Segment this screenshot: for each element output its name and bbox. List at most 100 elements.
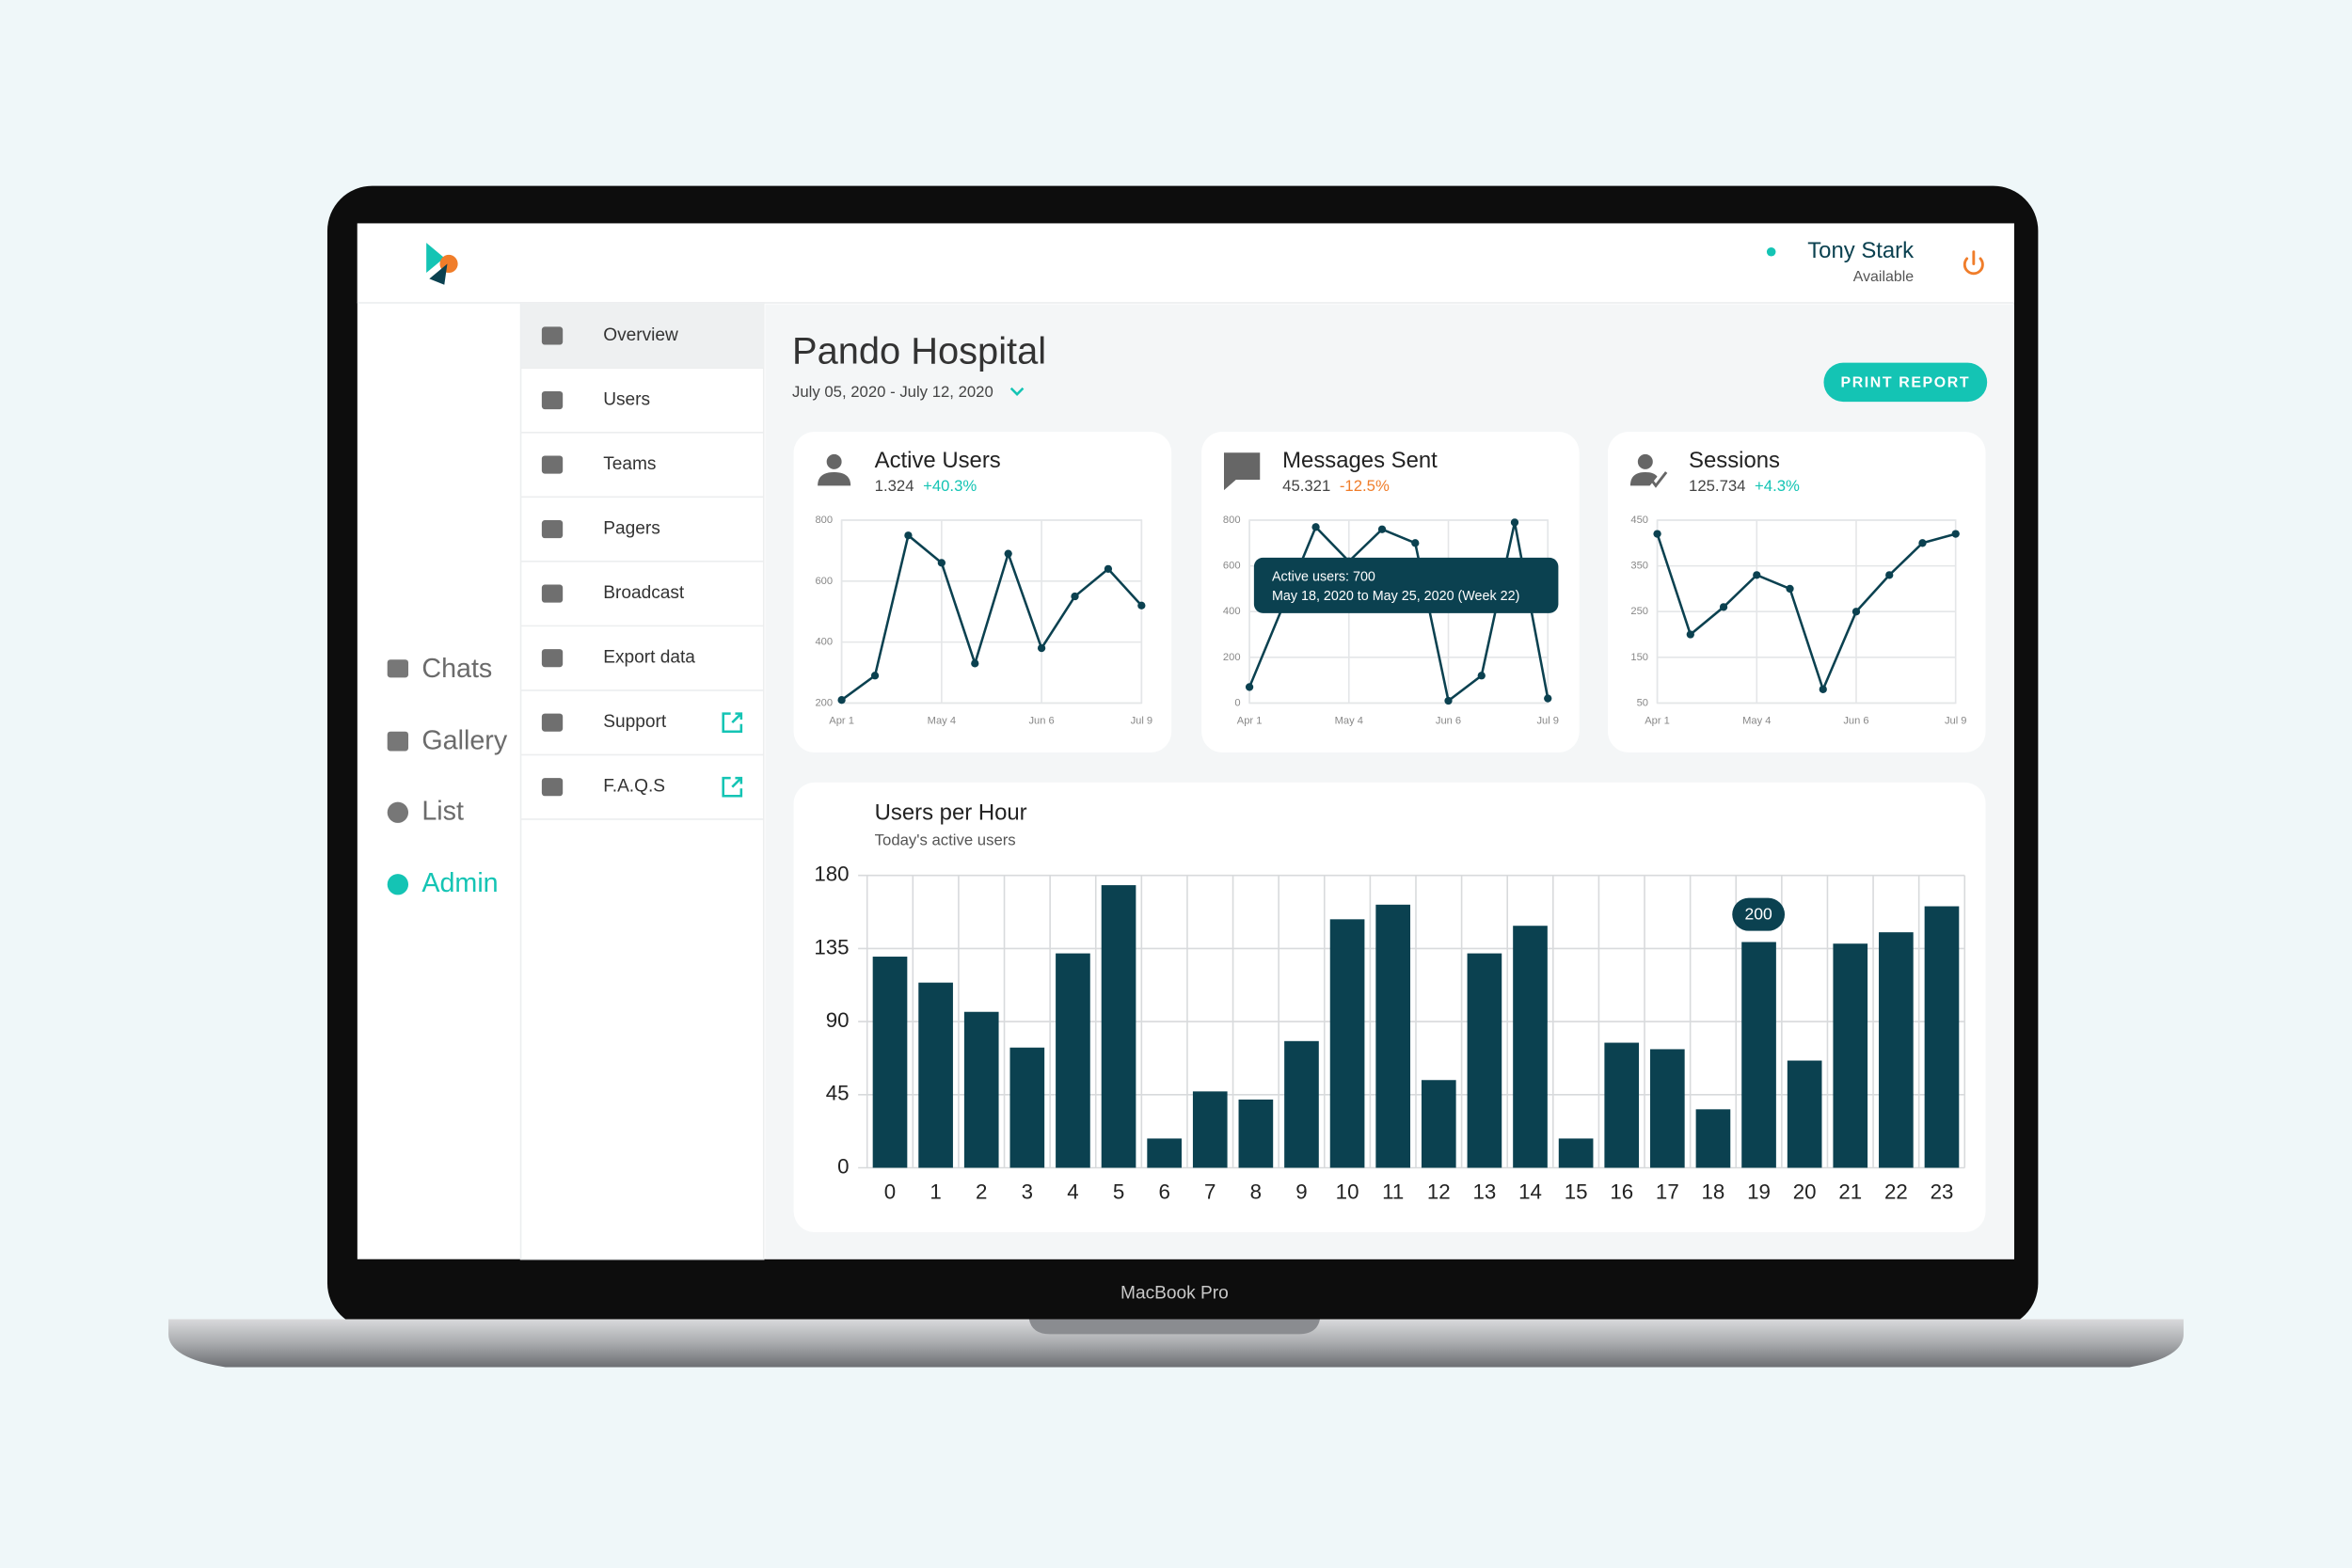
- menu-icon: [541, 649, 564, 668]
- point: [1918, 539, 1927, 547]
- bar: [1056, 953, 1090, 1168]
- bar: [918, 982, 953, 1168]
- bar: [1695, 1109, 1731, 1168]
- bar: [1101, 885, 1136, 1168]
- submenu-items: Overview Users Teams Pagers Broadcast Export …: [520, 325, 764, 820]
- menu-item[interactable]: Users: [603, 390, 650, 410]
- nav-icon: [387, 731, 409, 752]
- menu-item[interactable]: Pagers: [603, 519, 660, 539]
- menu-item[interactable]: Broadcast: [603, 583, 685, 603]
- menu-item[interactable]: F.A.Q.S: [603, 777, 665, 797]
- x-tick-label: 21: [1838, 1180, 1862, 1203]
- line: [840, 532, 1143, 702]
- date-dropdown[interactable]: [1009, 387, 1025, 396]
- bar: [1741, 942, 1776, 1168]
- point: [1885, 571, 1894, 579]
- x-tick-label: 11: [1382, 1180, 1404, 1203]
- x-tick-label: 13: [1472, 1180, 1496, 1203]
- nav-item[interactable]: Chats: [421, 654, 492, 684]
- y-tick-label: 400: [815, 637, 833, 648]
- bar: [1421, 1080, 1456, 1168]
- nav-item[interactable]: Gallery: [421, 725, 507, 755]
- y-tick-label: 600: [1223, 561, 1241, 572]
- bar: [1329, 919, 1365, 1168]
- page-title: Pando Hospital: [792, 331, 1046, 372]
- y-tick-label: 800: [815, 515, 833, 526]
- bar: [1558, 1138, 1594, 1168]
- x-tick-label: 10: [1336, 1180, 1359, 1203]
- bar: [1513, 926, 1548, 1168]
- y-tick-label: 0: [837, 1154, 849, 1178]
- status-dot: [1766, 246, 1776, 257]
- nav-item[interactable]: List: [421, 796, 464, 826]
- bar: [1879, 932, 1914, 1168]
- external-link-icons: [722, 712, 743, 798]
- bar: [1375, 904, 1411, 1168]
- bar: [1833, 943, 1868, 1168]
- date-range[interactable]: July 05, 2020 - July 12, 2020: [792, 383, 993, 401]
- point: [1004, 549, 1012, 558]
- x-tick-label: 19: [1747, 1180, 1771, 1203]
- menu-item[interactable]: Export data: [603, 648, 695, 668]
- point: [1311, 523, 1320, 531]
- x-tick-label: May 4: [1742, 716, 1771, 727]
- y-tick-label: 180: [814, 863, 849, 886]
- bar: [1650, 1049, 1685, 1168]
- x-tick-label: 12: [1427, 1180, 1451, 1203]
- x-tick-label: Jun 6: [1436, 716, 1461, 727]
- user-name[interactable]: Tony Stark: [1807, 238, 1914, 263]
- y-tick-label: 135: [814, 935, 849, 958]
- power-button[interactable]: [1963, 250, 1984, 276]
- menu-item[interactable]: Support: [603, 712, 667, 732]
- point: [937, 559, 946, 567]
- point: [1686, 630, 1694, 639]
- y-tick-label: 0: [1234, 697, 1240, 708]
- card-stats: 125.734 +4.3%: [1689, 477, 1800, 495]
- x-tick-label: Jun 6: [1843, 716, 1868, 727]
- bar-tooltip: 200: [1732, 897, 1786, 931]
- line: [1656, 532, 1957, 693]
- x-tick-label: May 4: [928, 716, 956, 727]
- card-total: 1.324: [875, 477, 914, 495]
- y-tick-label: 350: [1630, 561, 1648, 572]
- x-tick-label: 1: [930, 1180, 941, 1203]
- point: [971, 659, 979, 668]
- x-tick-label: 8: [1250, 1180, 1262, 1203]
- tooltip-text: 200: [1745, 905, 1772, 924]
- bar: [1284, 1040, 1319, 1168]
- card-title: Active Users: [875, 448, 1001, 473]
- point: [1071, 592, 1079, 601]
- x-tick-label: 23: [1931, 1180, 1954, 1203]
- x-tick-label: 9: [1295, 1180, 1307, 1203]
- point: [1477, 672, 1486, 680]
- x-tick-label: 2: [976, 1180, 987, 1203]
- bar: [872, 957, 908, 1168]
- point: [1719, 603, 1728, 611]
- bar: [1924, 906, 1960, 1168]
- nav-item-active[interactable]: Admin: [421, 868, 498, 898]
- menu-item[interactable]: Overview: [603, 325, 678, 345]
- menu-icon: [541, 455, 564, 474]
- print-button-label[interactable]: PRINT REPORT: [1840, 374, 1970, 390]
- card-total: 125.734: [1689, 477, 1745, 495]
- point: [1411, 539, 1420, 547]
- nav-icon: [387, 801, 409, 823]
- point: [1104, 564, 1113, 574]
- stat-card: [793, 431, 1172, 753]
- menu-item[interactable]: Teams: [603, 454, 656, 474]
- x-tick-label: Apr 1: [1237, 716, 1263, 727]
- menu-icon: [541, 326, 564, 345]
- menu-icon: [541, 778, 564, 797]
- bar: [1467, 953, 1502, 1168]
- point: [870, 672, 880, 680]
- notch: [1028, 1319, 1320, 1335]
- tooltip-text: Active users: 700: [1272, 569, 1375, 584]
- print-button[interactable]: [1823, 362, 1988, 403]
- x-tick-label: 16: [1610, 1180, 1633, 1203]
- x-tick-label: May 4: [1335, 716, 1363, 727]
- x-tick-label: 18: [1702, 1180, 1725, 1203]
- y-tick-label: 150: [1630, 652, 1648, 663]
- point: [1245, 683, 1254, 691]
